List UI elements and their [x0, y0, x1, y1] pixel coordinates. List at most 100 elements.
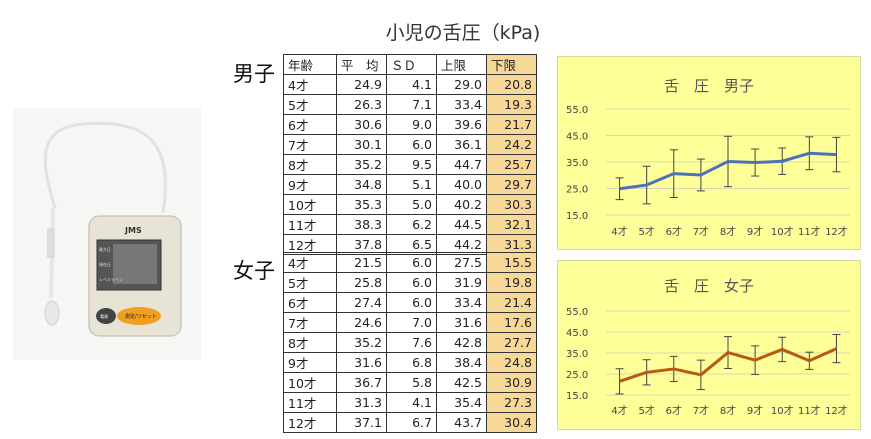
table-cell: 7才 [283, 134, 337, 155]
x-tick-label: 4才 [611, 404, 627, 417]
x-tick-label: 12才 [825, 225, 848, 238]
x-tick-label: 9才 [747, 404, 763, 417]
table-cell: 10才 [283, 372, 337, 393]
table-cell: 4才 [283, 252, 337, 273]
x-tick-label: 5才 [638, 404, 654, 417]
table-cell: 34.8 [336, 174, 387, 195]
x-tick-label: 10才 [771, 225, 794, 238]
table-cell: 44.2 [436, 234, 487, 255]
table-cell: 5才 [283, 94, 337, 115]
table-cell: 4.1 [386, 74, 437, 95]
table-cell: 7.1 [386, 94, 437, 115]
table-cell: 8才 [283, 154, 337, 175]
svg-text:レベルライン: レベルライン [99, 276, 123, 282]
chart-male: 舌 圧 男子 55.0 45.0 35.0 25.0 15.0 4才 5才 6才 7才 8才 9才 10… [557, 56, 861, 250]
table-cell: 19.3 [486, 94, 537, 115]
table-cell: 9才 [283, 352, 337, 373]
table-cell: 10才 [283, 194, 337, 215]
measure-reset-button-icon [117, 307, 161, 325]
table-cell: 4才 [283, 74, 337, 95]
table-row: 6才 27.4 6.0 33.4 21.4 [283, 292, 537, 313]
table-row: 12才 37.1 6.7 43.7 30.4 [283, 412, 537, 433]
y-tick-label: 15.0 [566, 391, 588, 402]
table-female: 4才 21.5 6.0 27.5 15.5 5才 25.8 6.0 31.9 19.8 6才 27.4… [283, 252, 537, 433]
table-cell: 5.8 [386, 372, 437, 393]
header-sd: ＳＤ [386, 54, 437, 75]
table-cell: 6才 [283, 114, 337, 135]
x-tick-label: 10才 [771, 404, 794, 417]
x-tick-label: 7才 [693, 225, 709, 238]
group-label-male: 男子 [233, 62, 275, 86]
y-tick-label: 55.0 [566, 105, 588, 116]
table-cell: 30.4 [486, 412, 537, 433]
table-cell: 29.0 [436, 74, 487, 95]
table-cell: 6.5 [386, 234, 437, 255]
table-cell: 25.8 [336, 272, 387, 293]
table-cell: 40.2 [436, 194, 487, 215]
table-cell: 43.7 [436, 412, 487, 433]
table-cell: 31.3 [486, 234, 537, 255]
table-row: 9才 34.8 5.1 40.0 29.7 [283, 174, 537, 195]
table-cell: 27.5 [436, 252, 487, 273]
table-cell: 6.2 [386, 214, 437, 235]
x-tick-label: 8才 [720, 225, 736, 238]
x-tick-label: 7才 [693, 404, 709, 417]
table-row: 7才 30.1 6.0 36.1 24.2 [283, 134, 537, 155]
table-cell: 40.0 [436, 174, 487, 195]
table-cell: 42.8 [436, 332, 487, 353]
table-cell: 24.8 [486, 352, 537, 373]
table-cell: 20.8 [486, 74, 537, 95]
table-cell: 37.8 [336, 234, 387, 255]
y-tick-label: 45.0 [566, 132, 588, 143]
table-cell: 15.5 [486, 252, 537, 273]
table-cell: 6.0 [386, 134, 437, 155]
table-cell: 33.4 [436, 292, 487, 313]
table-cell: 17.6 [486, 312, 537, 333]
svg-text:現在圧: 現在圧 [99, 261, 111, 267]
table-cell: 35.2 [336, 332, 387, 353]
table-cell: 6.0 [386, 272, 437, 293]
table-cell: 36.1 [436, 134, 487, 155]
y-tick-label: 45.0 [566, 328, 588, 339]
table-cell: 11才 [283, 214, 337, 235]
chart-title: 舌 圧 女子 [664, 277, 754, 295]
table-cell: 31.9 [436, 272, 487, 293]
series-line [619, 151, 837, 191]
series-line [619, 347, 838, 383]
table-cell: 32.1 [486, 214, 537, 235]
table-row: 11才 38.3 6.2 44.5 32.1 [283, 214, 537, 235]
table-cell: 31.6 [436, 312, 487, 333]
table-cell: 5才 [283, 272, 337, 293]
table-cell: 12才 [283, 234, 337, 255]
table-cell: 26.3 [336, 94, 387, 115]
device-photo: JMS 最大圧 現在圧 レベルライン 電源 測定/リセット [13, 108, 201, 360]
svg-text:電源: 電源 [100, 313, 108, 319]
table-cell: 25.7 [486, 154, 537, 175]
y-tick-label: 15.0 [566, 211, 588, 222]
table-row: 6才 30.6 9.0 39.6 21.7 [283, 114, 537, 135]
table-cell: 37.1 [336, 412, 387, 433]
table-cell: 35.2 [336, 154, 387, 175]
y-tick-label: 25.0 [566, 370, 588, 381]
table-cell: 7.6 [386, 332, 437, 353]
table-cell: 6.8 [386, 352, 437, 373]
svg-text:最大圧: 最大圧 [99, 246, 111, 252]
y-tick-label: 25.0 [566, 185, 588, 196]
table-cell: 5.1 [386, 174, 437, 195]
table-cell: 44.7 [436, 154, 487, 175]
table-cell: 36.7 [336, 372, 387, 393]
table-cell: 6.0 [386, 292, 437, 313]
x-tick-label: 6才 [666, 225, 682, 238]
table-cell: 6.7 [386, 412, 437, 433]
table-row: 10才 35.3 5.0 40.2 30.3 [283, 194, 537, 215]
svg-text:測定/リセット: 測定/リセット [125, 313, 157, 320]
table-cell: 7才 [283, 312, 337, 333]
x-tick-label: 12才 [825, 404, 848, 417]
table-male: 年齢 平 均 ＳＤ 上限 下限 4才 24.9 4.1 29.0 20.8 5才 26.3 7… [283, 54, 537, 255]
table-row: 4才 24.9 4.1 29.0 20.8 [283, 74, 537, 95]
table-cell: 35.4 [436, 392, 487, 413]
table-cell: 27.3 [486, 392, 537, 413]
power-button-icon [96, 308, 116, 324]
group-label-female: 女子 [233, 259, 275, 283]
table-cell: 6才 [283, 292, 337, 313]
